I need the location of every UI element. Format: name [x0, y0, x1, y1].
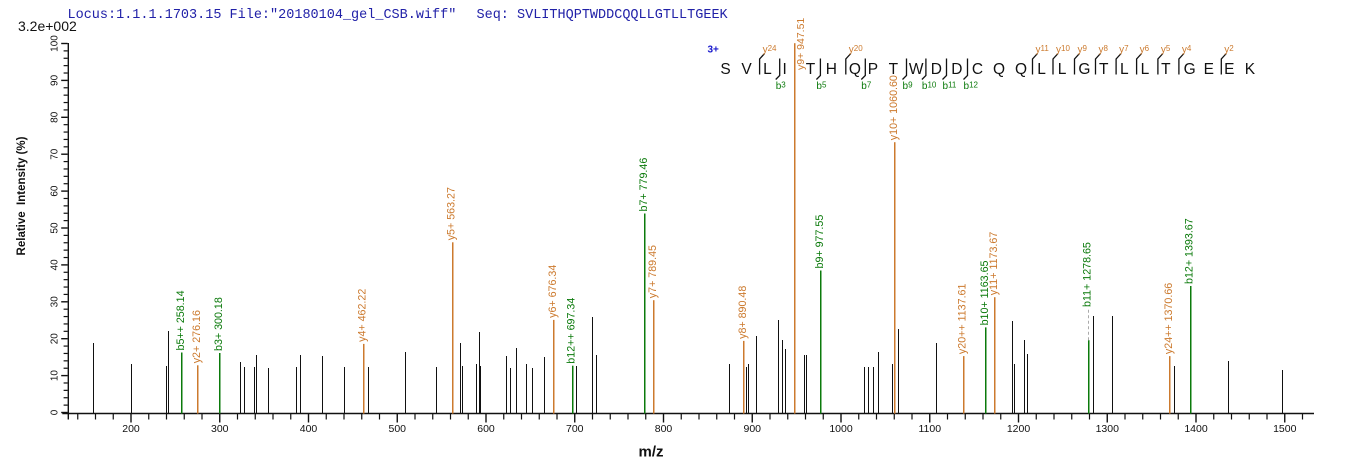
svg-text:P: P [868, 61, 878, 78]
svg-text:y6: y6 [1140, 44, 1150, 56]
svg-text:T: T [889, 61, 899, 78]
svg-text:b12: b12 [964, 81, 979, 93]
svg-text:L: L [1037, 61, 1046, 78]
svg-text:1100: 1100 [918, 423, 941, 435]
svg-text:700: 700 [566, 423, 584, 435]
svg-text:y24++ 1370.66: y24++ 1370.66 [1163, 283, 1175, 354]
svg-text:y9: y9 [1078, 44, 1088, 56]
svg-text:b11+ 1278.65: b11+ 1278.65 [1082, 242, 1094, 307]
svg-text:T: T [1099, 61, 1109, 78]
svg-text:1300: 1300 [1096, 423, 1120, 435]
svg-text:y5+ 563.27: y5+ 563.27 [446, 187, 458, 240]
svg-text:L: L [1120, 61, 1129, 78]
svg-text:1200: 1200 [1007, 423, 1031, 435]
svg-text:3+: 3+ [708, 45, 720, 56]
svg-text:y4+ 462.22: y4+ 462.22 [357, 289, 369, 342]
svg-text:b5++ 258.14: b5++ 258.14 [175, 290, 187, 350]
svg-text:60: 60 [50, 185, 61, 197]
svg-text:b5: b5 [816, 81, 827, 93]
svg-text:L: L [1058, 61, 1067, 78]
svg-text:y2+ 276.16: y2+ 276.16 [191, 310, 203, 363]
svg-text:Relative Intensity (%): Relative Intensity (%) [16, 136, 28, 255]
svg-text:b11: b11 [943, 81, 957, 93]
svg-text:K: K [1245, 61, 1256, 78]
svg-text:20: 20 [50, 333, 61, 345]
svg-text:b3: b3 [776, 81, 787, 93]
svg-text:30: 30 [50, 296, 61, 308]
svg-text:Q: Q [1015, 61, 1027, 78]
svg-text:y7+ 789.45: y7+ 789.45 [647, 245, 659, 298]
svg-text:y6+ 676.34: y6+ 676.34 [547, 265, 559, 318]
svg-text:b9+ 977.55: b9+ 977.55 [814, 215, 826, 269]
svg-text:900: 900 [743, 423, 761, 435]
svg-text:D: D [931, 61, 942, 78]
svg-text:y9+ 947.51: y9+ 947.51 [795, 18, 807, 70]
svg-text:Locus:1.1.1.1703.15 File:"2018: Locus:1.1.1.1703.15 File:"20180104_gel_C… [68, 8, 457, 23]
svg-text:y7: y7 [1119, 44, 1129, 56]
svg-text:y10: y10 [1056, 44, 1070, 56]
svg-text:L: L [763, 61, 772, 78]
svg-text:y11+ 1173.67: y11+ 1173.67 [988, 232, 1000, 296]
svg-text:b3+ 300.18: b3+ 300.18 [213, 297, 225, 351]
svg-text:y20++ 1137.61: y20++ 1137.61 [957, 284, 969, 355]
svg-text:80: 80 [50, 111, 61, 123]
svg-text:300: 300 [211, 423, 229, 435]
svg-text:m/z: m/z [638, 444, 663, 461]
svg-text:L: L [1141, 61, 1150, 78]
svg-text:b7+ 779.46: b7+ 779.46 [638, 158, 650, 212]
svg-text:400: 400 [300, 423, 318, 435]
svg-text:y10+ 1060.60: y10+ 1060.60 [888, 75, 900, 140]
svg-text:Q: Q [993, 61, 1005, 78]
svg-text:10: 10 [50, 370, 61, 382]
svg-text:b9: b9 [903, 81, 914, 93]
svg-text:y8: y8 [1099, 44, 1109, 56]
svg-text:200: 200 [122, 423, 140, 435]
svg-text:y2: y2 [1224, 44, 1234, 56]
svg-text:600: 600 [477, 423, 495, 435]
svg-text:50: 50 [50, 222, 61, 234]
svg-text:90: 90 [50, 74, 61, 86]
svg-text:C: C [972, 61, 983, 78]
svg-text:100: 100 [50, 35, 61, 52]
svg-text:1400: 1400 [1184, 423, 1208, 435]
svg-text:800: 800 [655, 423, 673, 435]
svg-text:V: V [741, 61, 752, 78]
svg-text:500: 500 [388, 423, 406, 435]
svg-text:E: E [1204, 61, 1214, 78]
svg-text:H: H [826, 61, 837, 78]
svg-text:y5: y5 [1161, 44, 1171, 56]
svg-text:40: 40 [50, 259, 61, 271]
svg-text:I: I [783, 61, 787, 78]
svg-text:T: T [806, 61, 816, 78]
svg-text:b7: b7 [861, 81, 872, 93]
svg-text:b12++ 697.34: b12++ 697.34 [566, 298, 578, 364]
svg-text:Q: Q [849, 61, 861, 78]
svg-text:b10+ 1163.65: b10+ 1163.65 [979, 260, 991, 325]
svg-text:b10: b10 [922, 81, 937, 93]
svg-text:0: 0 [50, 409, 61, 415]
svg-text:y4: y4 [1182, 44, 1192, 56]
svg-text:3.2e+002: 3.2e+002 [18, 18, 77, 34]
svg-text:D: D [951, 61, 962, 78]
svg-text:G: G [1078, 61, 1090, 78]
svg-text:y11: y11 [1036, 44, 1050, 56]
svg-text:70: 70 [50, 148, 61, 160]
svg-text:G: G [1184, 61, 1196, 78]
svg-text:y8+ 890.48: y8+ 890.48 [737, 286, 749, 339]
svg-text:b12+ 1393.67: b12+ 1393.67 [1184, 218, 1196, 284]
svg-text:Seq: SVLITHQPTWDDCQQLLGTLLTGEE: Seq: SVLITHQPTWDDCQQLLGTLLTGEEK [477, 8, 729, 23]
svg-text:W: W [909, 61, 924, 78]
svg-text:1500: 1500 [1273, 423, 1297, 435]
svg-text:y20: y20 [849, 44, 863, 56]
svg-text:T: T [1161, 61, 1171, 78]
svg-text:1000: 1000 [829, 423, 853, 435]
svg-text:E: E [1224, 61, 1234, 78]
svg-text:S: S [720, 61, 730, 78]
svg-text:y24: y24 [763, 44, 777, 56]
